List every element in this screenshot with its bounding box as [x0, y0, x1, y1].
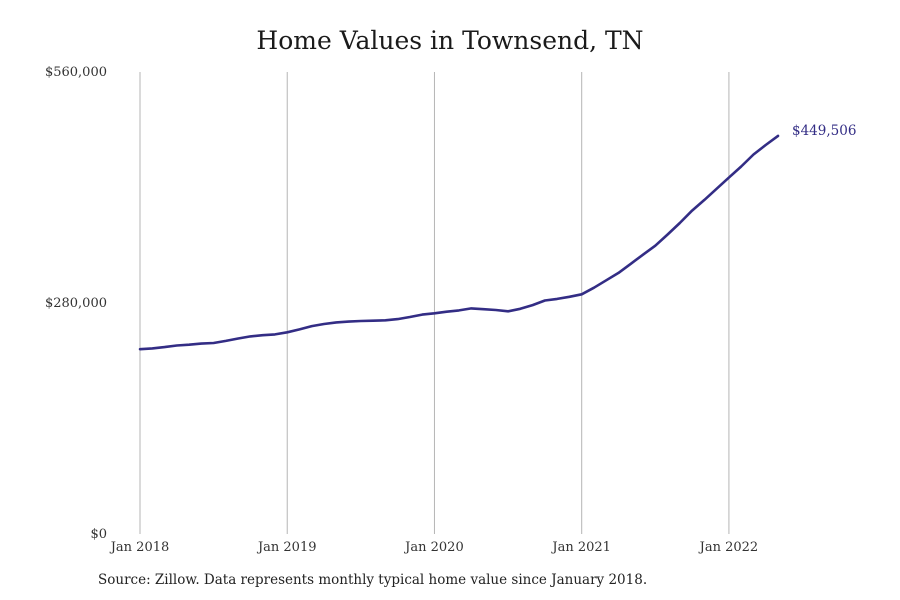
chart-title: Home Values in Townsend, TN	[256, 26, 644, 55]
y-tick-label: $0	[90, 527, 107, 542]
x-axis-tick-labels: Jan 2018 Jan 2019 Jan 2020 Jan 2021 Jan 2022	[109, 540, 758, 555]
y-axis-tick-labels: $0 $280,000 $560,000	[45, 65, 107, 542]
vertical-gridlines	[139, 72, 730, 534]
source-footnote: Source: Zillow. Data represents monthly …	[98, 572, 648, 588]
home-value-line	[138, 134, 780, 351]
x-tick-label: Jan 2019	[256, 540, 317, 555]
x-tick-label: Jan 2020	[403, 540, 464, 555]
y-tick-label: $560,000	[45, 65, 107, 80]
x-tick-label: Jan 2018	[109, 540, 170, 555]
x-tick-label: Jan 2021	[550, 540, 611, 555]
y-tick-label: $280,000	[45, 296, 107, 311]
x-tick-label: Jan 2022	[698, 540, 759, 555]
end-value-label: $449,506	[792, 123, 856, 139]
